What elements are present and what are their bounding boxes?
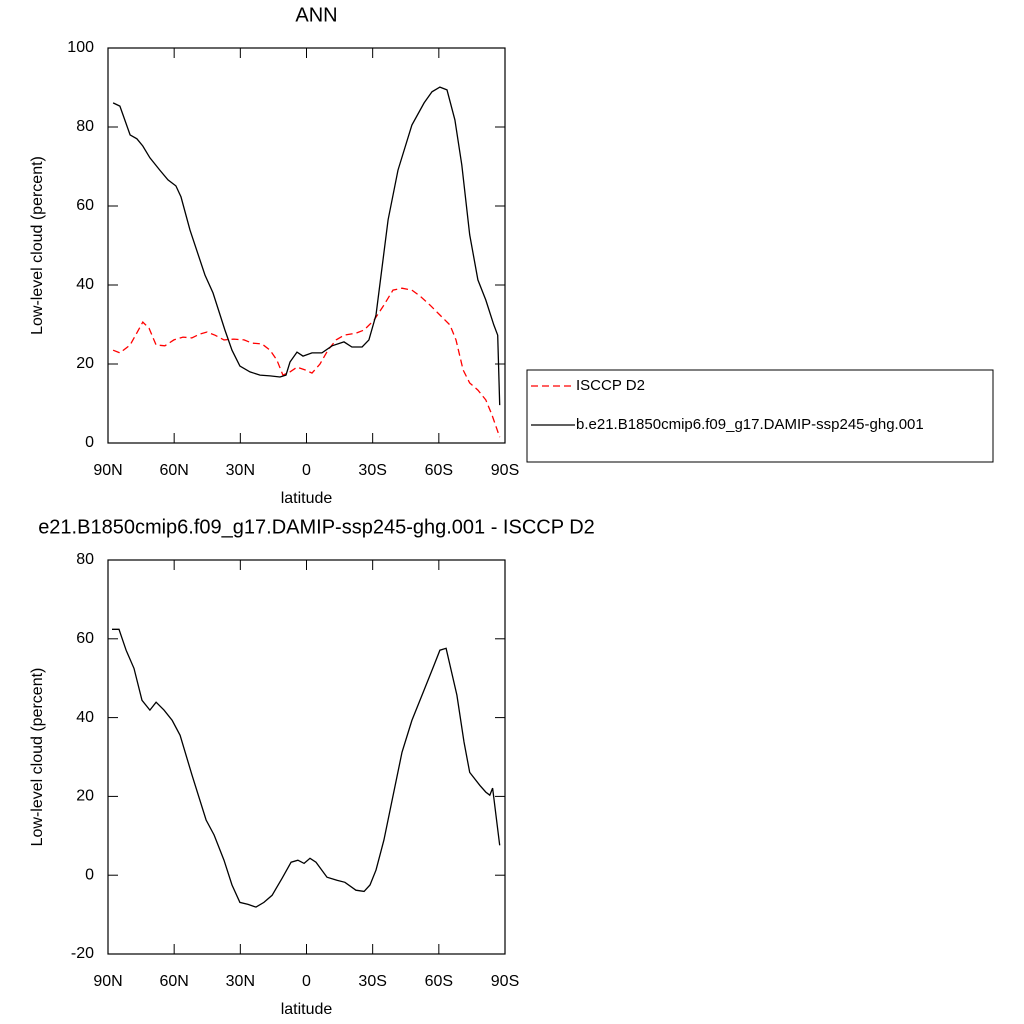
- data-line: [112, 86, 501, 406]
- legend-label: ISCCP D2: [576, 377, 645, 394]
- y-tick-label: 20: [76, 788, 94, 805]
- x-tick-label: 90S: [491, 973, 519, 990]
- y-axis-title: Low-level cloud (percent): [29, 668, 46, 847]
- y-tick-label: 80: [76, 551, 94, 568]
- x-tick-label: 0: [302, 462, 311, 479]
- y-tick-label: 80: [76, 118, 94, 135]
- x-axis-title: latitude: [281, 490, 333, 507]
- chart-title: ANN: [295, 4, 337, 26]
- x-tick-label: 30N: [226, 973, 255, 990]
- y-tick-label: 60: [76, 630, 94, 647]
- x-tick-label: 60N: [159, 462, 188, 479]
- plot-frame: [107, 47, 506, 444]
- x-tick-label: 60S: [425, 973, 453, 990]
- x-tick-label: 30S: [358, 973, 386, 990]
- x-tick-label: 60S: [425, 462, 453, 479]
- y-tick-label: 20: [76, 355, 94, 372]
- y-tick-label: 100: [67, 39, 94, 56]
- x-axis-title: latitude: [281, 1001, 333, 1018]
- x-tick-label: 90S: [491, 462, 519, 479]
- y-tick-label: 0: [85, 866, 94, 883]
- x-tick-label: 30N: [226, 462, 255, 479]
- y-tick-label: -20: [71, 945, 94, 962]
- y-tick-label: 40: [76, 276, 94, 293]
- y-tick-label: 60: [76, 197, 94, 214]
- data-line: [112, 287, 501, 438]
- x-tick-label: 90N: [93, 973, 122, 990]
- x-tick-label: 90N: [93, 462, 122, 479]
- x-tick-label: 60N: [159, 973, 188, 990]
- y-axis-title: Low-level cloud (percent): [29, 156, 46, 335]
- x-tick-label: 0: [302, 973, 311, 990]
- legend-box: [526, 369, 994, 463]
- y-tick-label: 0: [85, 434, 94, 451]
- y-tick-label: 40: [76, 709, 94, 726]
- data-line: [112, 628, 501, 908]
- legend-label: b.e21.B1850cmip6.f09_g17.DAMIP-ssp245-gh…: [576, 416, 924, 433]
- x-tick-label: 30S: [358, 462, 386, 479]
- chart-title: e21.B1850cmip6.f09_g17.DAMIP-ssp245-ghg.…: [38, 516, 595, 538]
- plot-frame: [107, 559, 506, 955]
